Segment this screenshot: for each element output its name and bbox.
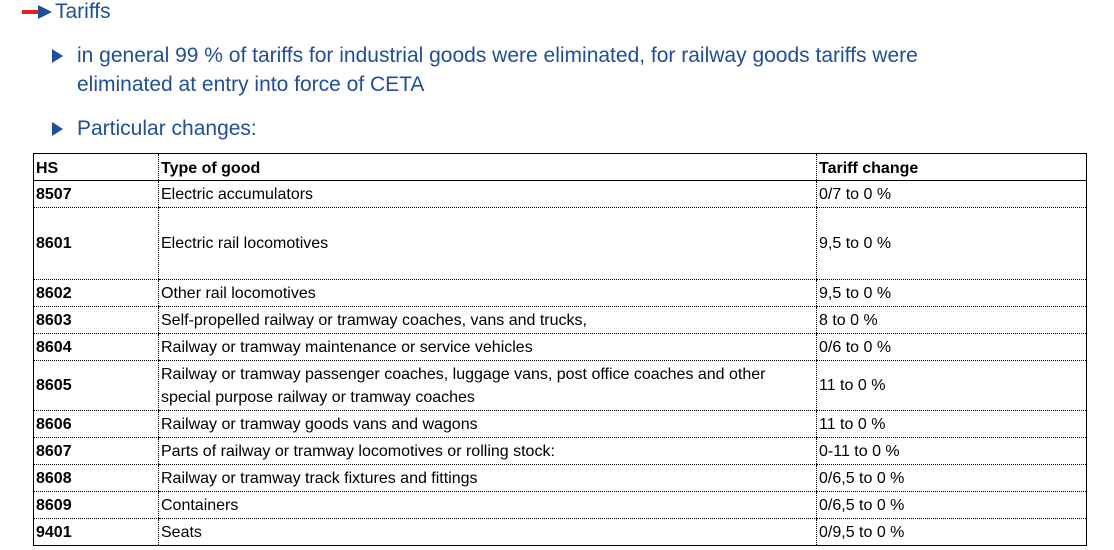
hs-code: 8605	[33, 360, 159, 411]
column-header-type: Type of good	[158, 153, 817, 181]
tariff-table: HS Type of good Tariff change 8507 Elect…	[33, 153, 1087, 546]
hs-code: 8602	[33, 279, 159, 307]
triangle-bullet-icon	[52, 122, 63, 136]
table-row: 8609 Containers 0/6,5 to 0 %	[33, 491, 1087, 519]
tariff-change: 9,5 to 0 %	[816, 279, 1087, 307]
tariff-change: 9,5 to 0 %	[816, 207, 1087, 280]
table-row: 8606 Railway or tramway goods vans and w…	[33, 410, 1087, 438]
section-heading: Tariffs	[22, 0, 111, 24]
bullet-text: in general 99 % of tariffs for industria…	[77, 44, 918, 96]
good-type: Railway or tramway maintenance or servic…	[158, 333, 817, 361]
hs-code: 8603	[33, 306, 159, 334]
hs-code: 8609	[33, 491, 159, 519]
hs-code: 8507	[33, 180, 159, 208]
column-header-tariff: Tariff change	[816, 153, 1087, 181]
section-title: Tariffs	[55, 0, 111, 23]
table-header-row: HS Type of good Tariff change	[33, 153, 1087, 181]
good-type: Railway or tramway passenger coaches, lu…	[158, 360, 817, 411]
hs-code: 8606	[33, 410, 159, 438]
table-row: 8603 Self-propelled railway or tramway c…	[33, 306, 1087, 334]
bullet-item: in general 99 % of tariffs for industria…	[52, 41, 1012, 99]
tariff-change: 0/6,5 to 0 %	[816, 491, 1087, 519]
hs-code: 8604	[33, 333, 159, 361]
table-row: 8507 Electric accumulators 0/7 to 0 %	[33, 180, 1087, 208]
table-row: 8601 Electric rail locomotives 9,5 to 0 …	[33, 207, 1087, 280]
tariff-change: 11 to 0 %	[816, 410, 1087, 438]
good-type: Self-propelled railway or tramway coache…	[158, 306, 817, 334]
hs-code: 8601	[33, 207, 159, 280]
tariff-change: 8 to 0 %	[816, 306, 1087, 334]
tariff-change: 11 to 0 %	[816, 360, 1087, 411]
hs-code: 8608	[33, 464, 159, 492]
bullet-item: Particular changes:	[52, 114, 1012, 143]
table-row: 8602 Other rail locomotives 9,5 to 0 %	[33, 279, 1087, 307]
triangle-bullet-icon	[52, 49, 63, 63]
tariff-change: 0/6 to 0 %	[816, 333, 1087, 361]
table-row: 8608 Railway or tramway track fixtures a…	[33, 464, 1087, 492]
good-type: Electric rail locomotives	[158, 207, 817, 280]
good-type: Other rail locomotives	[158, 279, 817, 307]
tariff-change: 0/6,5 to 0 %	[816, 464, 1087, 492]
bullet-text: Particular changes:	[77, 117, 257, 140]
hs-code: 9401	[36, 523, 72, 541]
tariff-change: 0-11 to 0 %	[816, 437, 1087, 465]
good-type: Railway or tramway track fixtures and fi…	[158, 464, 817, 492]
good-type: Seats	[158, 518, 817, 546]
good-type: Railway or tramway goods vans and wagons	[158, 410, 817, 438]
hs-code: 8607	[33, 437, 159, 465]
table-row: 8607 Parts of railway or tramway locomot…	[33, 437, 1087, 465]
table-row: 9401 Seats 0/9,5 to 0 %	[34, 518, 1087, 546]
good-type: Containers	[158, 491, 817, 519]
tariff-change: 0/9,5 to 0 %	[816, 518, 1087, 546]
arrow-right-icon	[22, 5, 52, 19]
table-row: 8604 Railway or tramway maintenance or s…	[33, 333, 1087, 361]
tariff-change: 0/7 to 0 %	[816, 180, 1087, 208]
table-row: 8605 Railway or tramway passenger coache…	[33, 360, 1087, 411]
column-header-hs: HS	[33, 153, 159, 181]
good-type: Electric accumulators	[158, 180, 817, 208]
good-type: Parts of railway or tramway locomotives …	[158, 437, 817, 465]
